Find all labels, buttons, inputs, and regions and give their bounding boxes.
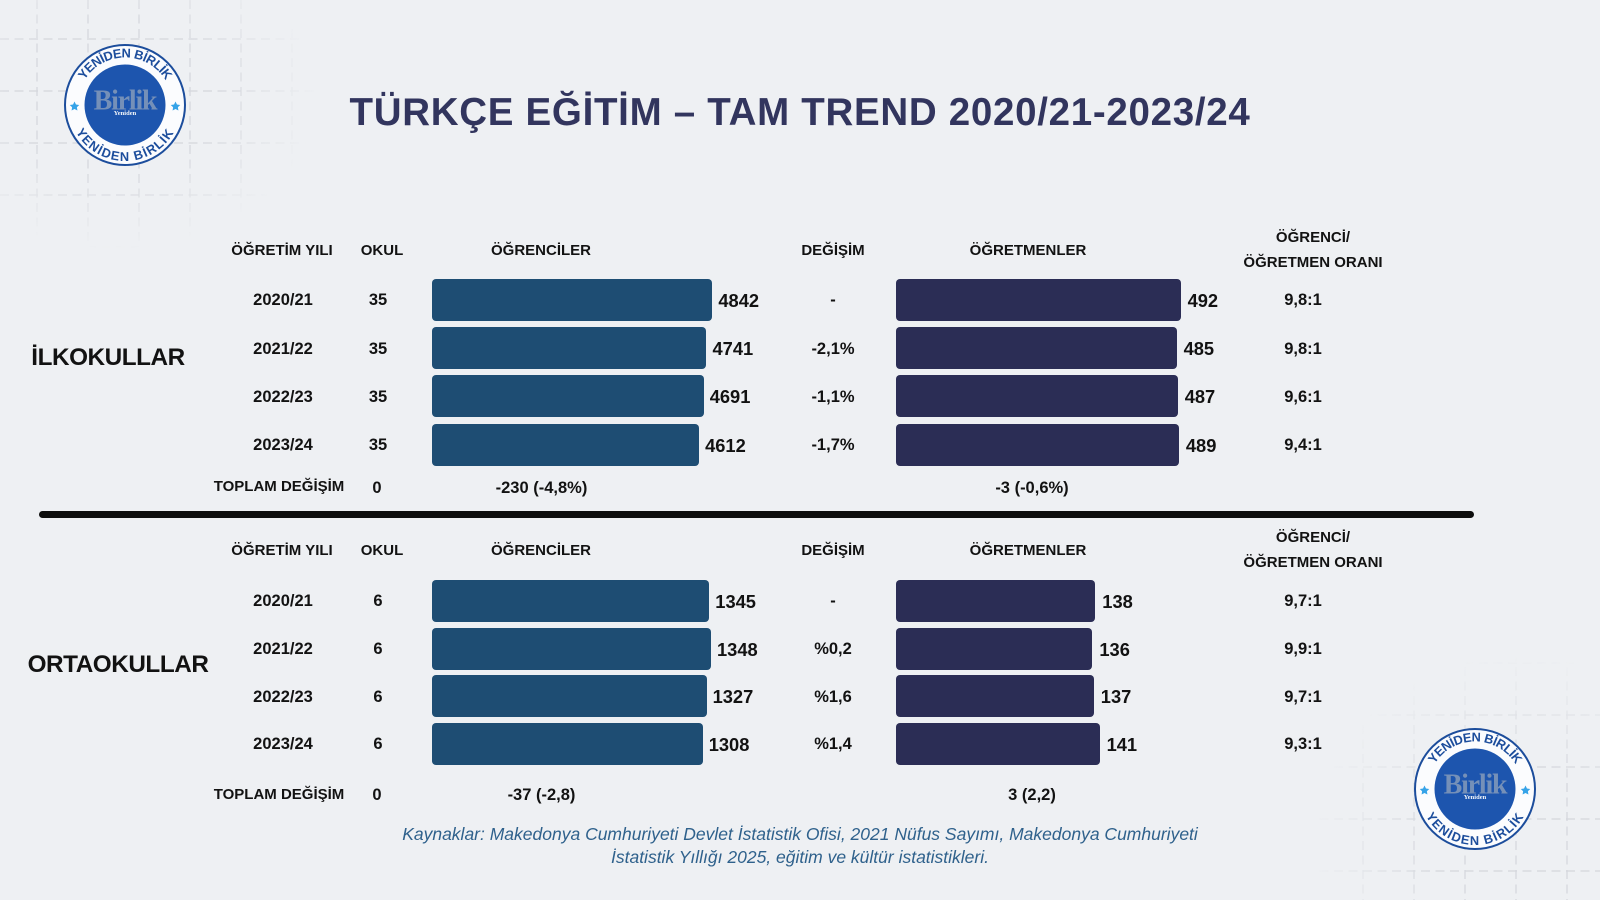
- svg-text:Birlik: Birlik: [94, 85, 158, 116]
- svg-text:Yeniden: Yeniden: [1464, 794, 1487, 801]
- svg-text:Yeniden: Yeniden: [114, 110, 137, 117]
- svg-text:Birlik: Birlik: [1444, 770, 1508, 801]
